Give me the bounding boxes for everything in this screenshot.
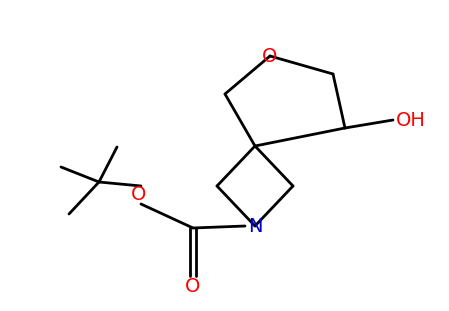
Text: O: O [185, 276, 201, 295]
Text: O: O [131, 185, 147, 205]
Text: O: O [262, 47, 277, 66]
Text: OH: OH [396, 110, 426, 129]
Text: N: N [248, 216, 262, 235]
